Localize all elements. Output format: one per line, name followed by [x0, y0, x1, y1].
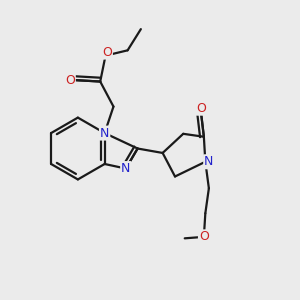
Text: O: O: [199, 230, 209, 243]
Text: O: O: [196, 102, 206, 115]
Text: O: O: [102, 46, 112, 59]
Text: N: N: [121, 162, 130, 175]
Text: N: N: [100, 127, 109, 140]
Text: N: N: [204, 155, 214, 168]
Text: O: O: [65, 74, 75, 87]
